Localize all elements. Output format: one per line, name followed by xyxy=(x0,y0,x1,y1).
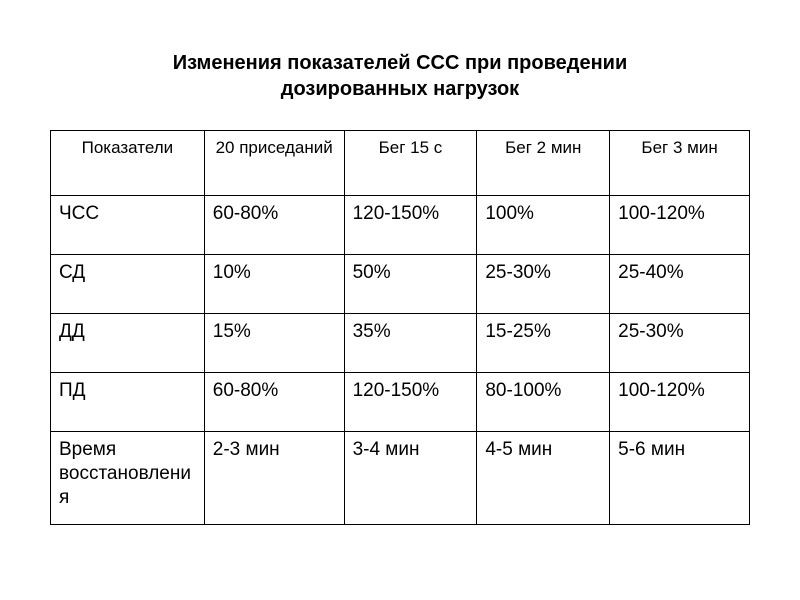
ccc-indicators-table: Показатели 20 приседаний Бег 15 с Бег 2 … xyxy=(50,130,750,525)
row-label: Время восстановления xyxy=(51,432,205,525)
cell: 25-40% xyxy=(610,255,750,314)
cell: 15% xyxy=(204,314,344,373)
cell: 80-100% xyxy=(477,373,610,432)
col-header-run15s: Бег 15 с xyxy=(344,131,477,196)
cell: 3-4 мин xyxy=(344,432,477,525)
page-title: Изменения показателей ССС при проведении… xyxy=(50,50,750,102)
cell: 120-150% xyxy=(344,373,477,432)
table-row: Время восстановления 2-3 мин 3-4 мин 4-5… xyxy=(51,432,750,525)
table-row: ЧСС 60-80% 120-150% 100% 100-120% xyxy=(51,196,750,255)
cell: 60-80% xyxy=(204,196,344,255)
cell: 25-30% xyxy=(477,255,610,314)
cell: 100% xyxy=(477,196,610,255)
col-header-run2min: Бег 2 мин xyxy=(477,131,610,196)
cell: 35% xyxy=(344,314,477,373)
table-header-row: Показатели 20 приседаний Бег 15 с Бег 2 … xyxy=(51,131,750,196)
cell: 25-30% xyxy=(610,314,750,373)
table-row: ДД 15% 35% 15-25% 25-30% xyxy=(51,314,750,373)
row-label: ЧСС xyxy=(51,196,205,255)
row-label: ДД xyxy=(51,314,205,373)
cell: 100-120% xyxy=(610,373,750,432)
title-line-1: Изменения показателей ССС при проведении xyxy=(173,52,628,74)
cell: 10% xyxy=(204,255,344,314)
row-label: ПД xyxy=(51,373,205,432)
row-label: СД xyxy=(51,255,205,314)
cell: 50% xyxy=(344,255,477,314)
col-header-indicator: Показатели xyxy=(51,131,205,196)
cell: 120-150% xyxy=(344,196,477,255)
cell: 2-3 мин xyxy=(204,432,344,525)
title-line-2: дозированных нагрузок xyxy=(281,78,519,100)
cell: 60-80% xyxy=(204,373,344,432)
cell: 15-25% xyxy=(477,314,610,373)
cell: 5-6 мин xyxy=(610,432,750,525)
col-header-run3min: Бег 3 мин xyxy=(610,131,750,196)
table-row: ПД 60-80% 120-150% 80-100% 100-120% xyxy=(51,373,750,432)
cell: 4-5 мин xyxy=(477,432,610,525)
page: Изменения показателей ССС при проведении… xyxy=(0,0,800,600)
cell: 100-120% xyxy=(610,196,750,255)
table-row: СД 10% 50% 25-30% 25-40% xyxy=(51,255,750,314)
col-header-squats: 20 приседаний xyxy=(204,131,344,196)
